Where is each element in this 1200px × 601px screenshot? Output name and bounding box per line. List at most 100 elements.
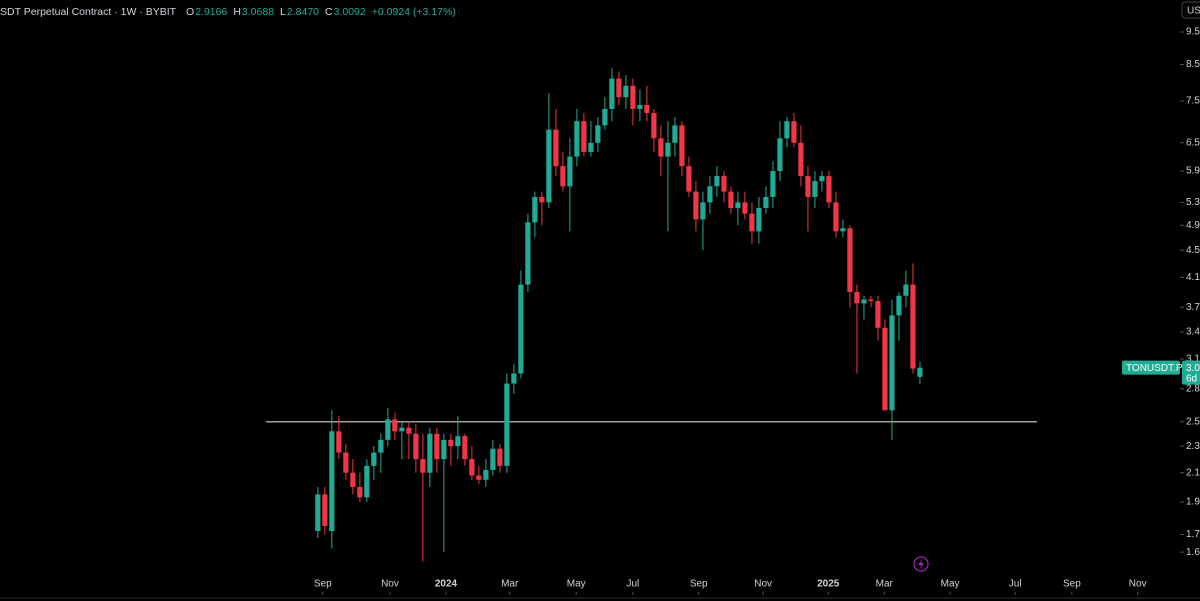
- x-tick-label: Jul: [627, 579, 640, 590]
- y-tick-label: 2.5: [1186, 416, 1200, 427]
- candle-body: [651, 112, 657, 139]
- ohlc-value: 2.8470: [287, 6, 319, 18]
- y-tick-label: 7.5: [1186, 96, 1200, 107]
- candle-body: [707, 186, 713, 203]
- candle-body: [791, 121, 797, 143]
- plot: 9.5 8.5 7.5 6.5 5.9 5.3 4.9 4.5 4.1 3.7 3.4 3.1 2.8 2…: [266, 27, 1200, 595]
- x-tick-label: Sep: [314, 579, 332, 590]
- candle-body: [868, 299, 874, 302]
- candle-body: [742, 202, 748, 214]
- candle-body: [378, 439, 384, 453]
- candle-body: [546, 129, 552, 203]
- candle-body: [679, 125, 685, 167]
- candle-body: [476, 475, 482, 480]
- y-tick-label: 4.9: [1186, 220, 1200, 231]
- candle-body: [623, 85, 629, 98]
- candle-body: [819, 176, 825, 182]
- candle-body: [805, 176, 811, 197]
- candle-body: [896, 295, 902, 316]
- ohlc-key: H: [233, 6, 241, 18]
- candle-body: [518, 284, 524, 374]
- currency-label: USD: [1187, 6, 1200, 17]
- candle-body: [329, 431, 335, 532]
- ohlc-key: L: [280, 6, 286, 18]
- candle-body: [532, 196, 538, 223]
- candle-body: [637, 104, 643, 109]
- candle-body: [420, 459, 426, 473]
- x-tick-label: May: [567, 579, 586, 590]
- candle-body: [364, 465, 370, 498]
- candle-body: [434, 433, 440, 460]
- candle-body: [511, 373, 517, 384]
- x-tick-label: 2025: [817, 579, 840, 590]
- candle-body: [469, 459, 475, 476]
- candle-body: [525, 222, 531, 285]
- x-tick-label: Mar: [501, 579, 519, 590]
- y-tick-label: 5.3: [1186, 197, 1200, 208]
- candle-body: [630, 85, 636, 109]
- candle-body: [490, 448, 496, 470]
- candle-body: [833, 202, 839, 232]
- x-tick-label: Nov: [1129, 579, 1147, 590]
- candle-body: [770, 171, 776, 197]
- candle-body: [399, 427, 405, 432]
- candle-body: [553, 129, 559, 167]
- y-tick-label: 1.7: [1186, 529, 1200, 540]
- y-tick-label: 2.8: [1186, 383, 1200, 394]
- candle-body: [567, 156, 573, 187]
- ohlc-value: 2.9166: [195, 6, 227, 18]
- currency-button[interactable]: [1181, 1, 1200, 19]
- candle-body: [315, 494, 321, 532]
- candle-body: [693, 191, 699, 220]
- candle-body: [560, 166, 566, 187]
- y-tick-label: 3.1: [1186, 354, 1200, 365]
- y-tick-label: 8.5: [1186, 59, 1200, 70]
- candle-body: [700, 202, 706, 220]
- candle-body: [728, 191, 734, 208]
- candle-body: [889, 315, 895, 411]
- change: +0.0924 (+3.17%): [372, 6, 456, 18]
- candle-body: [343, 452, 349, 473]
- candle-body: [658, 138, 664, 157]
- candle-body: [609, 78, 615, 109]
- candle-body: [357, 486, 363, 498]
- candle-body: [875, 301, 881, 328]
- x-tick-label: Sep: [1063, 579, 1081, 590]
- symbol-tag-bg: [1122, 360, 1180, 375]
- x-tick-label: Sep: [690, 579, 708, 590]
- y-tick-label: 6.5: [1186, 137, 1200, 148]
- candle-body: [882, 327, 888, 411]
- candle-body: [903, 284, 909, 296]
- candle-body: [462, 436, 468, 460]
- candle-body: [427, 433, 433, 473]
- candle-body: [406, 427, 412, 434]
- candle-body: [371, 452, 377, 466]
- ohlc-key: O: [186, 6, 194, 18]
- candle-body: [385, 419, 391, 440]
- candle-body: [483, 469, 489, 480]
- candle-body: [602, 108, 608, 126]
- candle-body: [504, 383, 510, 466]
- candle-body: [784, 121, 790, 139]
- ohlc-value: 3.0092: [334, 6, 366, 18]
- candle-body: [686, 166, 692, 192]
- candle-body: [917, 367, 923, 377]
- x-tick-label: May: [941, 579, 960, 590]
- candle-body: [616, 78, 622, 98]
- y-tick-label: 1.6: [1186, 547, 1200, 558]
- header: SDT Perpetual Contract · 1W · BYBIT USD O…: [0, 1, 1200, 19]
- candle-body: [847, 228, 853, 292]
- candle-body: [826, 176, 832, 203]
- candle-body: [322, 494, 328, 526]
- candle-body: [777, 138, 783, 172]
- candle-body: [861, 299, 867, 304]
- symbol-tag: TONUSDT.P: [1126, 363, 1183, 374]
- candle-body: [392, 419, 398, 432]
- y-tick-label: 3.7: [1186, 302, 1200, 313]
- countdown: 6d: [1186, 373, 1197, 384]
- candle-body: [714, 176, 720, 187]
- candle-body: [448, 439, 454, 447]
- candle-body: [497, 448, 503, 466]
